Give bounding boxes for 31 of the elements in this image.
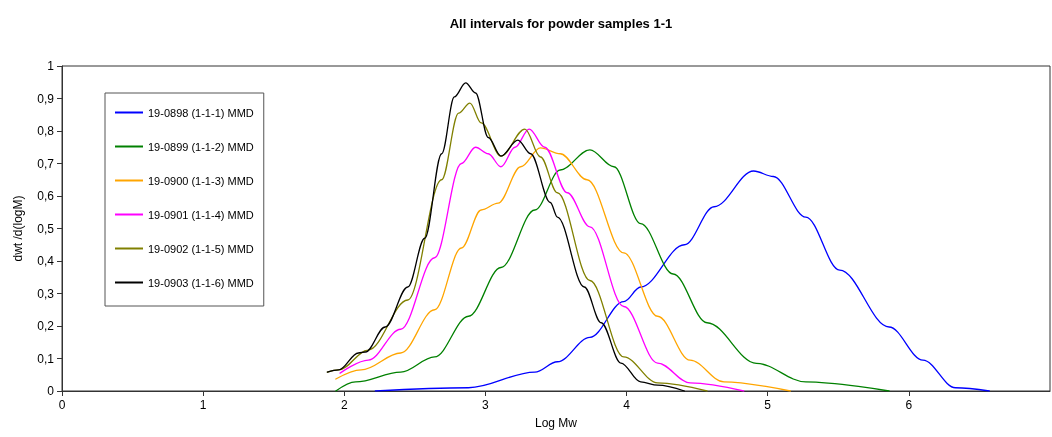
legend-label: 19-0903 (1-1-6) MMD xyxy=(148,276,254,289)
y-tick-label: 0,3 xyxy=(37,286,55,301)
legend-label: 19-0901 (1-1-4) MMD xyxy=(148,208,254,221)
legend-label: 19-0902 (1-1-5) MMD xyxy=(148,242,254,255)
y-axis-title: dwt /d(logM) xyxy=(11,195,25,262)
x-tick-label: 3 xyxy=(482,398,490,412)
y-tick-label: 0,8 xyxy=(37,124,55,138)
legend-label: 19-0900 (1-1-3) MMD xyxy=(148,174,254,187)
x-tick-label: 6 xyxy=(905,398,913,412)
y-tick-label: 0,6 xyxy=(37,189,55,203)
x-tick-label: 2 xyxy=(340,398,348,412)
line-series xyxy=(374,170,990,392)
y-tick-label: 0,7 xyxy=(37,156,55,171)
y-tick-label: 0,2 xyxy=(37,319,55,333)
x-tick-label: 5 xyxy=(764,398,772,412)
y-tick-label: 1 xyxy=(47,59,55,73)
line-series xyxy=(335,147,791,392)
y-tick-label: 0 xyxy=(47,384,55,398)
y-tick-label: 0,1 xyxy=(37,351,55,366)
y-tick-label: 0,4 xyxy=(37,254,55,268)
legend-label: 19-0899 (1-1-2) MMD xyxy=(148,140,254,153)
x-tick-label: 4 xyxy=(623,398,631,412)
x-tick-label: 0 xyxy=(58,398,66,412)
y-tick-label: 0,5 xyxy=(37,221,55,236)
y-tick-label: 0,9 xyxy=(37,91,55,106)
line-series xyxy=(339,128,745,392)
chart-title: All intervals for powder samples 1-1 xyxy=(449,16,673,31)
x-axis-title: Log Mw xyxy=(534,416,578,430)
legend-label: 19-0898 (1-1-1) MMD xyxy=(148,106,254,119)
line-series xyxy=(335,149,890,392)
x-tick-label: 1 xyxy=(199,398,207,412)
